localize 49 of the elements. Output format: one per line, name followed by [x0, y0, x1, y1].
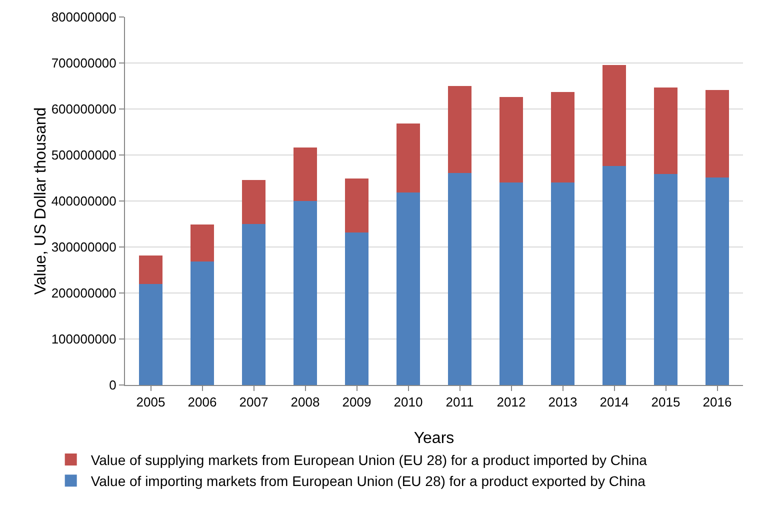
bar: [654, 174, 678, 385]
x-tick-label: 2007: [239, 394, 268, 410]
y-tick-label: 300000000: [51, 240, 116, 255]
bar: [345, 178, 368, 232]
bar: [551, 182, 574, 385]
bar: [396, 123, 420, 192]
bar: [139, 284, 162, 385]
bar: [294, 201, 317, 385]
bar: [706, 178, 729, 385]
x-tick-label: 2012: [496, 394, 526, 410]
bar: [190, 262, 214, 385]
y-tick-label: 400000000: [51, 194, 116, 209]
bar: [500, 97, 523, 183]
x-axis-title: Years: [414, 430, 454, 447]
x-tick-label: 2015: [651, 394, 680, 410]
x-tick-label: 2016: [702, 394, 732, 410]
x-tick-label: 2009: [342, 394, 372, 410]
y-axis-title: Value, US Dollar thousand: [32, 107, 50, 295]
x-tick-label: 2006: [188, 394, 217, 410]
x-tick-label: 2005: [136, 394, 166, 410]
bar: [448, 172, 472, 385]
bar: [242, 180, 266, 224]
x-tick-label: 2010: [394, 394, 423, 410]
bar: [654, 87, 678, 174]
y-tick-label: 100000000: [51, 332, 116, 347]
bar: [190, 224, 214, 262]
bar: [602, 166, 626, 385]
legend-label: Value of importing markets from European Union (EU 28) for a product exported by China: [90, 473, 646, 490]
bar: [242, 224, 266, 385]
bar: [500, 182, 523, 385]
y-tick-label: 0: [109, 378, 116, 393]
x-tick-label: 2014: [600, 394, 629, 410]
bar: [345, 232, 368, 385]
y-tick-label: 200000000: [51, 286, 116, 301]
legend-label: Value of supplying markets from European Union (EU 28) for a product imported by China: [90, 452, 648, 468]
bar: [602, 64, 626, 166]
y-tick-label: 500000000: [51, 148, 116, 163]
bar: [294, 148, 317, 201]
y-tick-label: 600000000: [51, 102, 116, 117]
bar: [448, 86, 472, 173]
bar: [551, 92, 574, 183]
bar: [139, 255, 162, 284]
x-tick-label: 2008: [290, 394, 320, 410]
bar: [706, 90, 729, 178]
y-tick-label: 800000000: [51, 10, 116, 25]
y-tick-label: 700000000: [51, 56, 116, 71]
x-tick-label: 2013: [548, 394, 578, 410]
bar: [396, 192, 420, 385]
x-tick-label: 2011: [446, 394, 474, 410]
